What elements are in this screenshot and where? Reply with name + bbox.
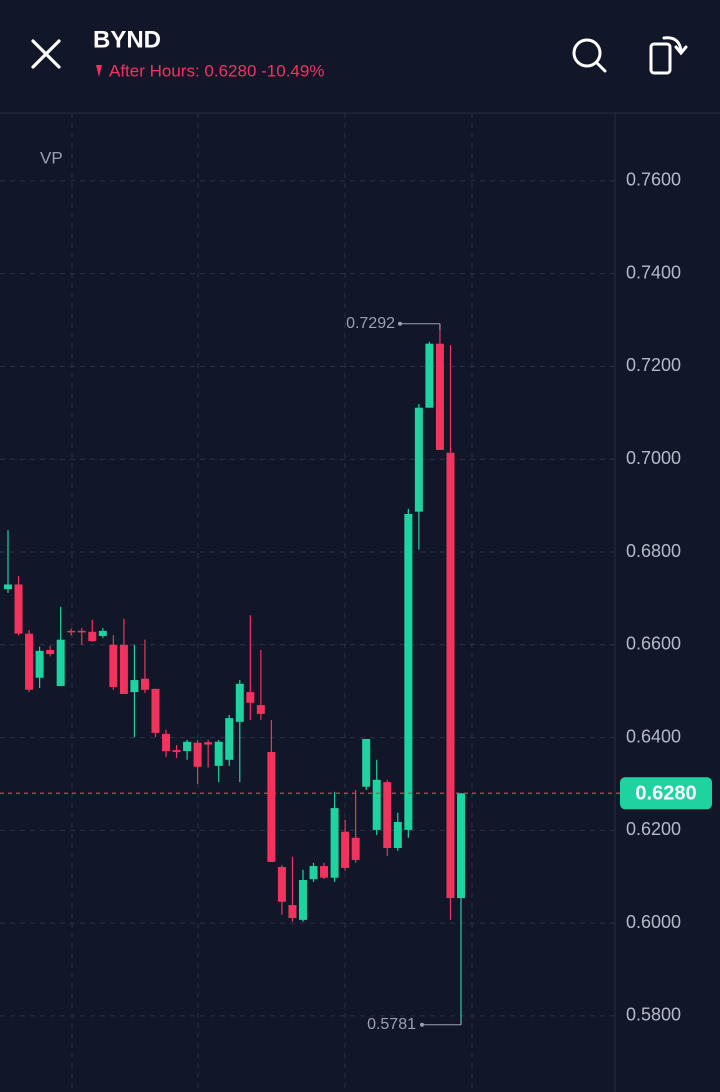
candle-body — [119, 644, 128, 694]
candle-body — [35, 650, 44, 678]
candle-body — [140, 678, 149, 690]
candle-body — [351, 837, 360, 861]
last-price-label: 0.6280 — [635, 783, 696, 805]
candle-body — [372, 779, 381, 830]
down-arrow — [96, 65, 102, 77]
candle-body — [4, 584, 12, 590]
candle-body — [246, 692, 255, 703]
last-price-badge — [620, 777, 712, 810]
y-tick-label: 0.6800 — [626, 541, 681, 561]
candle-body — [193, 742, 202, 767]
candle-body — [225, 718, 234, 760]
candle-body — [204, 742, 213, 745]
rotate-button[interactable] — [649, 36, 688, 75]
candle-body — [151, 688, 160, 733]
y-tick-label: 0.6600 — [626, 634, 681, 654]
candle-body — [235, 683, 244, 722]
candle-body — [341, 831, 350, 868]
candle-body — [277, 867, 286, 902]
candle-body — [214, 741, 223, 766]
y-tick-label: 0.6400 — [626, 726, 681, 746]
candle-body — [298, 879, 307, 920]
candle-body — [320, 866, 329, 878]
candle-body — [25, 633, 34, 690]
candle-body — [183, 741, 192, 752]
candle-body — [88, 631, 97, 642]
high-dot — [398, 321, 402, 326]
candle-body — [288, 905, 297, 919]
candle-body — [130, 680, 139, 693]
candle-body — [414, 407, 423, 512]
candle-body — [172, 750, 181, 752]
candle-body — [330, 808, 339, 878]
candle-body — [309, 866, 318, 880]
candle-body — [425, 343, 434, 408]
low-label: 0.5781 — [367, 1016, 416, 1033]
candle-body — [256, 705, 265, 714]
candle-body — [457, 793, 466, 899]
candle-body — [77, 630, 86, 633]
symbol: BYND — [93, 26, 161, 53]
candle-body — [267, 751, 276, 862]
candle-body — [67, 630, 76, 633]
candle-body — [109, 644, 118, 688]
y-tick-label: 0.6200 — [626, 819, 681, 839]
candle-body — [362, 738, 371, 787]
y-tick-label: 0.7400 — [626, 262, 681, 282]
candle-body — [162, 733, 171, 752]
y-tick-label: 0.5800 — [626, 1005, 681, 1025]
vertical-grid — [71, 113, 473, 1092]
y-tick-label: 0.6000 — [626, 912, 681, 932]
after-hours: After Hours: 0.6280 -10.49% — [109, 61, 324, 80]
candle-body — [14, 584, 23, 634]
candle-body — [393, 822, 402, 848]
y-tick-label: 0.7600 — [626, 170, 681, 190]
low-dot — [420, 1022, 424, 1027]
candle-body — [435, 343, 444, 450]
indicator-label: VP — [40, 148, 63, 167]
y-tick-label: 0.7200 — [626, 355, 681, 375]
candle-body — [404, 513, 413, 830]
candle-body — [446, 452, 455, 899]
high-label: 0.7292 — [346, 315, 395, 332]
close-button[interactable] — [31, 39, 61, 69]
candle-body — [383, 782, 392, 848]
candle-body — [98, 630, 107, 636]
y-tick-label: 0.7000 — [626, 448, 681, 468]
candle-body — [46, 649, 55, 655]
candle-body — [56, 639, 65, 687]
search-button[interactable] — [572, 38, 607, 73]
